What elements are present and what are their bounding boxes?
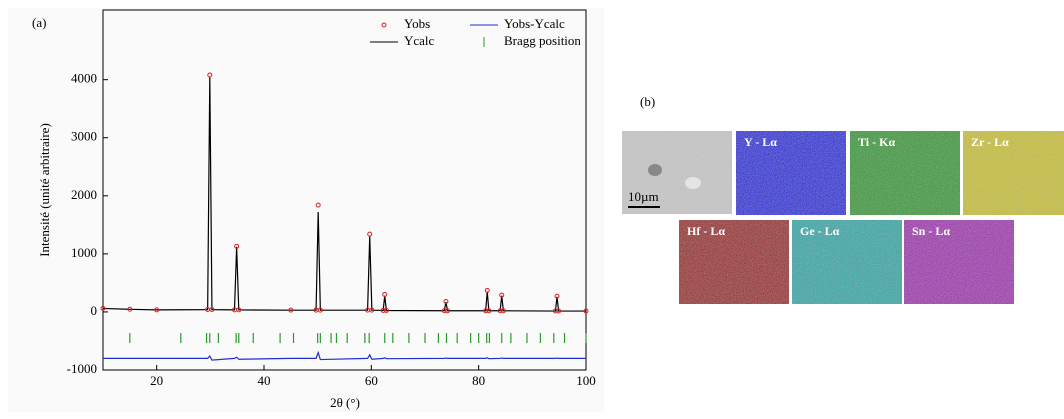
obs-point bbox=[441, 308, 447, 314]
y-axis-label: Intensité (unité arbitraire) bbox=[37, 123, 52, 257]
obs-point bbox=[583, 308, 589, 314]
y-tick-label: -1000 bbox=[67, 361, 97, 376]
eds-map-label: Hf - Lα bbox=[687, 224, 725, 238]
legend-label: Yobs-Ycalc bbox=[504, 16, 565, 31]
obs-point bbox=[236, 307, 242, 313]
sem-grain bbox=[685, 177, 701, 189]
obs-point bbox=[497, 308, 503, 314]
x-tick-label: 100 bbox=[576, 373, 596, 388]
series-line bbox=[102, 76, 586, 312]
series-line bbox=[103, 350, 586, 361]
obs-point bbox=[500, 308, 506, 314]
y-tick-label: 2000 bbox=[71, 187, 97, 202]
panel-a-background bbox=[8, 8, 604, 412]
obs-point bbox=[367, 231, 373, 237]
obs-point bbox=[484, 287, 490, 293]
obs-point bbox=[317, 307, 323, 313]
obs-point bbox=[127, 306, 133, 312]
legend-marker bbox=[381, 22, 387, 28]
obs-point bbox=[315, 202, 321, 208]
obs-point bbox=[486, 308, 492, 314]
obs-point bbox=[445, 308, 451, 314]
eds-map bbox=[792, 220, 902, 304]
obs-point bbox=[382, 292, 388, 298]
eds-map bbox=[679, 220, 789, 304]
obs-point bbox=[380, 307, 386, 313]
plot-frame bbox=[102, 9, 587, 371]
obs-point bbox=[369, 307, 375, 313]
eds-map-label: Ti - Kα bbox=[858, 135, 895, 149]
obs-point bbox=[556, 308, 562, 314]
obs-point bbox=[443, 298, 449, 304]
obs-point bbox=[209, 306, 215, 312]
x-tick-label: 20 bbox=[150, 373, 163, 388]
obs-point bbox=[383, 307, 389, 313]
y-tick-label: 4000 bbox=[71, 71, 97, 86]
obs-point bbox=[554, 293, 560, 299]
eds-map-label: Y - Lα bbox=[744, 135, 777, 149]
y-tick-label: 1000 bbox=[71, 245, 97, 260]
x-tick-label: 80 bbox=[472, 373, 485, 388]
obs-point bbox=[288, 307, 294, 313]
eds-map bbox=[850, 131, 960, 215]
sem-image bbox=[622, 131, 732, 214]
sem-grain bbox=[648, 164, 662, 176]
legend-label: Yobs bbox=[404, 16, 430, 31]
x-tick-label: 40 bbox=[258, 373, 271, 388]
eds-map-label: Zr - Lα bbox=[971, 135, 1009, 149]
x-axis-label: 2θ (°) bbox=[330, 395, 360, 410]
scale-bar-label: 10µm bbox=[628, 189, 659, 204]
x-tick-label: 60 bbox=[365, 373, 378, 388]
y-tick-label: 0 bbox=[91, 303, 98, 318]
legend-label: Bragg position bbox=[504, 33, 581, 48]
obs-point bbox=[100, 305, 106, 311]
eds-map bbox=[904, 220, 1014, 304]
panel-label: (b) bbox=[640, 94, 655, 109]
obs-point bbox=[234, 243, 240, 249]
obs-point bbox=[499, 292, 505, 298]
y-tick-label: 3000 bbox=[71, 129, 97, 144]
obs-point bbox=[552, 308, 558, 314]
eds-map bbox=[736, 131, 846, 215]
legend-label: Ycalc bbox=[404, 33, 435, 48]
obs-point bbox=[154, 307, 160, 313]
eds-map-label: Sn - Lα bbox=[912, 224, 950, 238]
eds-map-label: Ge - Lα bbox=[800, 224, 840, 238]
obs-point bbox=[207, 72, 213, 78]
obs-point bbox=[483, 308, 489, 314]
eds-map bbox=[963, 131, 1064, 215]
panel-label: (a) bbox=[32, 15, 46, 30]
